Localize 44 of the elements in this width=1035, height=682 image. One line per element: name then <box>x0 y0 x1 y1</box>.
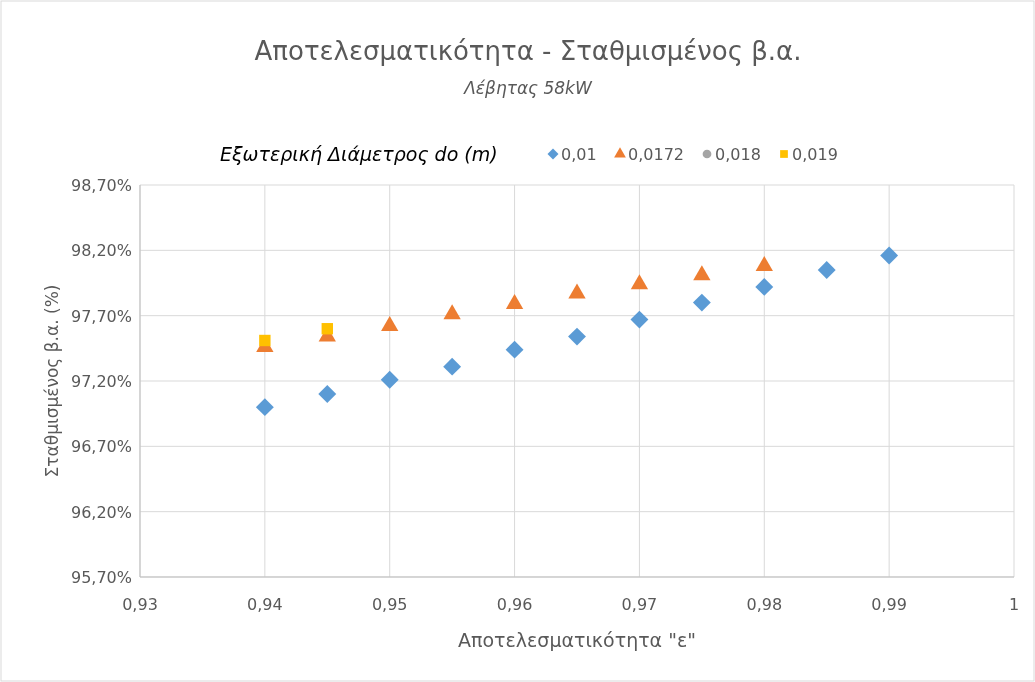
x-tick-label: 1 <box>1008 595 1020 614</box>
point <box>568 327 586 346</box>
x-axis-title: Αποτελεσματικότητα "ε" <box>458 629 696 651</box>
point <box>880 246 899 265</box>
y-tick-label: 97,20% <box>70 372 132 391</box>
x-tick-label: 0,99 <box>871 595 907 614</box>
y-tick-label: 98,20% <box>70 241 132 261</box>
point <box>380 370 399 389</box>
chart-title: Αποτελεσματικότητα - Σταθμισμένος β.α. <box>254 36 802 66</box>
legend-label: 0,0172 <box>628 145 684 164</box>
point <box>693 265 711 281</box>
point <box>630 310 649 329</box>
legend-label: 0,019 <box>792 145 838 164</box>
point <box>443 357 462 376</box>
legend-label: 0,01 <box>561 145 597 164</box>
point <box>755 256 773 272</box>
point <box>318 385 337 404</box>
point <box>505 340 524 359</box>
point <box>443 304 461 320</box>
chart-subtitle: Λέβητας 58kW <box>462 78 593 98</box>
x-tick-label: 0,93 <box>122 595 158 614</box>
y-tick-label: 97,70% <box>70 306 132 326</box>
x-tick-label: 0,98 <box>746 595 783 614</box>
x-tick-label: 0,94 <box>247 595 283 614</box>
y-tick-label: 96,70% <box>70 437 132 457</box>
legend-label: 0,018 <box>715 145 761 164</box>
point <box>321 323 333 335</box>
y-tick-label: 98,70% <box>70 176 132 195</box>
y-axis-title: Σταθμισμένος β.α. (%) <box>42 284 62 478</box>
point <box>381 316 399 332</box>
point <box>692 293 711 312</box>
legend-title: Εξωτερική Διάμετρος do (m) <box>220 143 498 165</box>
point <box>259 334 271 347</box>
x-tick-label: 0,97 <box>621 595 658 614</box>
point <box>755 277 774 296</box>
point <box>505 293 524 309</box>
point <box>817 260 836 279</box>
y-tick-label: 96,20% <box>70 502 132 522</box>
y-tick-label: 95,70% <box>70 568 132 587</box>
x-tick-label: 0,95 <box>371 595 408 614</box>
point <box>568 283 586 299</box>
x-tick-label: 0,96 <box>496 595 533 614</box>
point <box>630 274 649 290</box>
point <box>255 398 274 417</box>
